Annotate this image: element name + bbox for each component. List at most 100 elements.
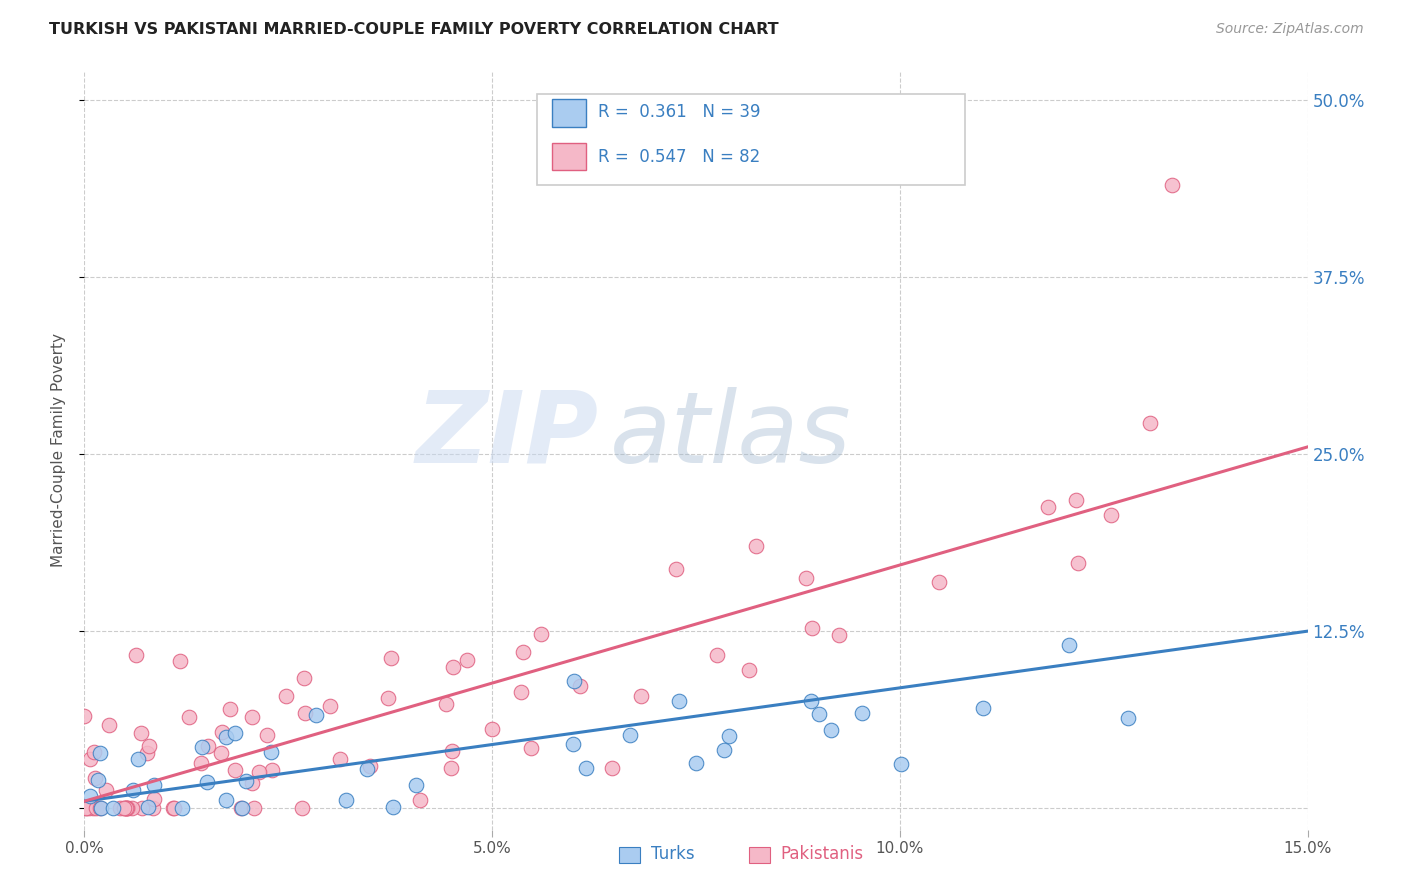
Point bbox=[820, 723, 842, 738]
Point bbox=[97, 717, 120, 731]
Point bbox=[90, 801, 112, 815]
Point bbox=[190, 756, 212, 771]
Text: ZIP: ZIP bbox=[415, 387, 598, 483]
Point bbox=[665, 562, 688, 576]
Point bbox=[562, 673, 585, 688]
Point bbox=[434, 697, 457, 711]
Point bbox=[745, 539, 768, 553]
Point bbox=[1116, 710, 1139, 724]
Point bbox=[114, 801, 136, 815]
Point bbox=[129, 725, 152, 739]
Point bbox=[142, 801, 165, 815]
Point bbox=[481, 723, 503, 737]
Point bbox=[305, 707, 328, 722]
Point bbox=[1057, 638, 1080, 652]
Point bbox=[224, 726, 246, 740]
Point bbox=[103, 801, 125, 815]
Point bbox=[520, 741, 543, 756]
Point bbox=[77, 801, 100, 815]
Text: Source: ZipAtlas.com: Source: ZipAtlas.com bbox=[1216, 22, 1364, 37]
Point bbox=[224, 763, 246, 777]
Point bbox=[172, 801, 194, 815]
Point bbox=[127, 752, 149, 766]
Point bbox=[292, 671, 315, 685]
Point bbox=[243, 801, 266, 815]
Point bbox=[972, 701, 994, 715]
Point bbox=[718, 729, 741, 743]
Point bbox=[82, 801, 104, 815]
Point bbox=[115, 801, 138, 815]
Point bbox=[162, 801, 184, 815]
Point bbox=[75, 801, 97, 815]
Point bbox=[568, 679, 591, 693]
Point bbox=[456, 652, 478, 666]
Point bbox=[619, 728, 641, 742]
Point bbox=[89, 747, 111, 761]
Point bbox=[209, 746, 232, 760]
Point bbox=[828, 627, 851, 641]
Text: R =  0.547   N = 82: R = 0.547 N = 82 bbox=[598, 148, 761, 166]
Point bbox=[510, 685, 533, 699]
Point bbox=[441, 659, 464, 673]
Point bbox=[177, 710, 200, 724]
Point bbox=[794, 571, 817, 585]
Point bbox=[380, 651, 402, 665]
Point bbox=[142, 779, 165, 793]
Point bbox=[405, 778, 427, 792]
Point bbox=[136, 799, 159, 814]
Point bbox=[928, 575, 950, 590]
Point bbox=[713, 743, 735, 757]
Text: R =  0.361   N = 39: R = 0.361 N = 39 bbox=[598, 103, 761, 120]
Point bbox=[84, 801, 107, 815]
Text: atlas: atlas bbox=[610, 387, 852, 483]
Point bbox=[191, 739, 214, 754]
Point bbox=[319, 699, 342, 714]
Point bbox=[131, 801, 153, 815]
Point bbox=[112, 801, 135, 815]
FancyBboxPatch shape bbox=[551, 143, 586, 170]
Y-axis label: Married-Couple Family Poverty: Married-Couple Family Poverty bbox=[51, 334, 66, 567]
Point bbox=[163, 801, 186, 815]
Point bbox=[668, 694, 690, 708]
Point bbox=[96, 782, 118, 797]
Point bbox=[706, 648, 728, 663]
Point bbox=[575, 761, 598, 775]
Point bbox=[530, 627, 553, 641]
Point bbox=[1064, 492, 1087, 507]
Point bbox=[294, 706, 316, 720]
Point bbox=[247, 764, 270, 779]
Point bbox=[136, 746, 159, 760]
Point bbox=[211, 724, 233, 739]
Point bbox=[685, 756, 707, 771]
Point bbox=[1099, 508, 1122, 522]
Point bbox=[381, 800, 404, 814]
Point bbox=[1161, 178, 1184, 192]
Point bbox=[114, 801, 136, 815]
Point bbox=[359, 759, 381, 773]
Point bbox=[215, 792, 238, 806]
Point bbox=[235, 774, 257, 789]
Point bbox=[240, 776, 263, 790]
Point bbox=[262, 763, 284, 777]
Point bbox=[112, 801, 135, 815]
Text: Turks: Turks bbox=[651, 846, 695, 863]
Point bbox=[808, 706, 831, 721]
Point bbox=[274, 689, 297, 703]
Point bbox=[219, 702, 242, 716]
Point bbox=[409, 793, 432, 807]
Point bbox=[115, 801, 138, 815]
Point bbox=[195, 775, 218, 789]
Point bbox=[169, 654, 191, 668]
Point bbox=[1139, 416, 1161, 430]
Point bbox=[1067, 556, 1090, 570]
Point bbox=[83, 745, 105, 759]
Point bbox=[800, 622, 823, 636]
Point bbox=[851, 706, 873, 720]
Point bbox=[214, 730, 236, 744]
Point bbox=[256, 728, 278, 742]
Point bbox=[602, 761, 624, 775]
Point bbox=[73, 709, 96, 723]
Point bbox=[356, 762, 378, 776]
Point bbox=[562, 738, 585, 752]
Point bbox=[87, 772, 110, 787]
